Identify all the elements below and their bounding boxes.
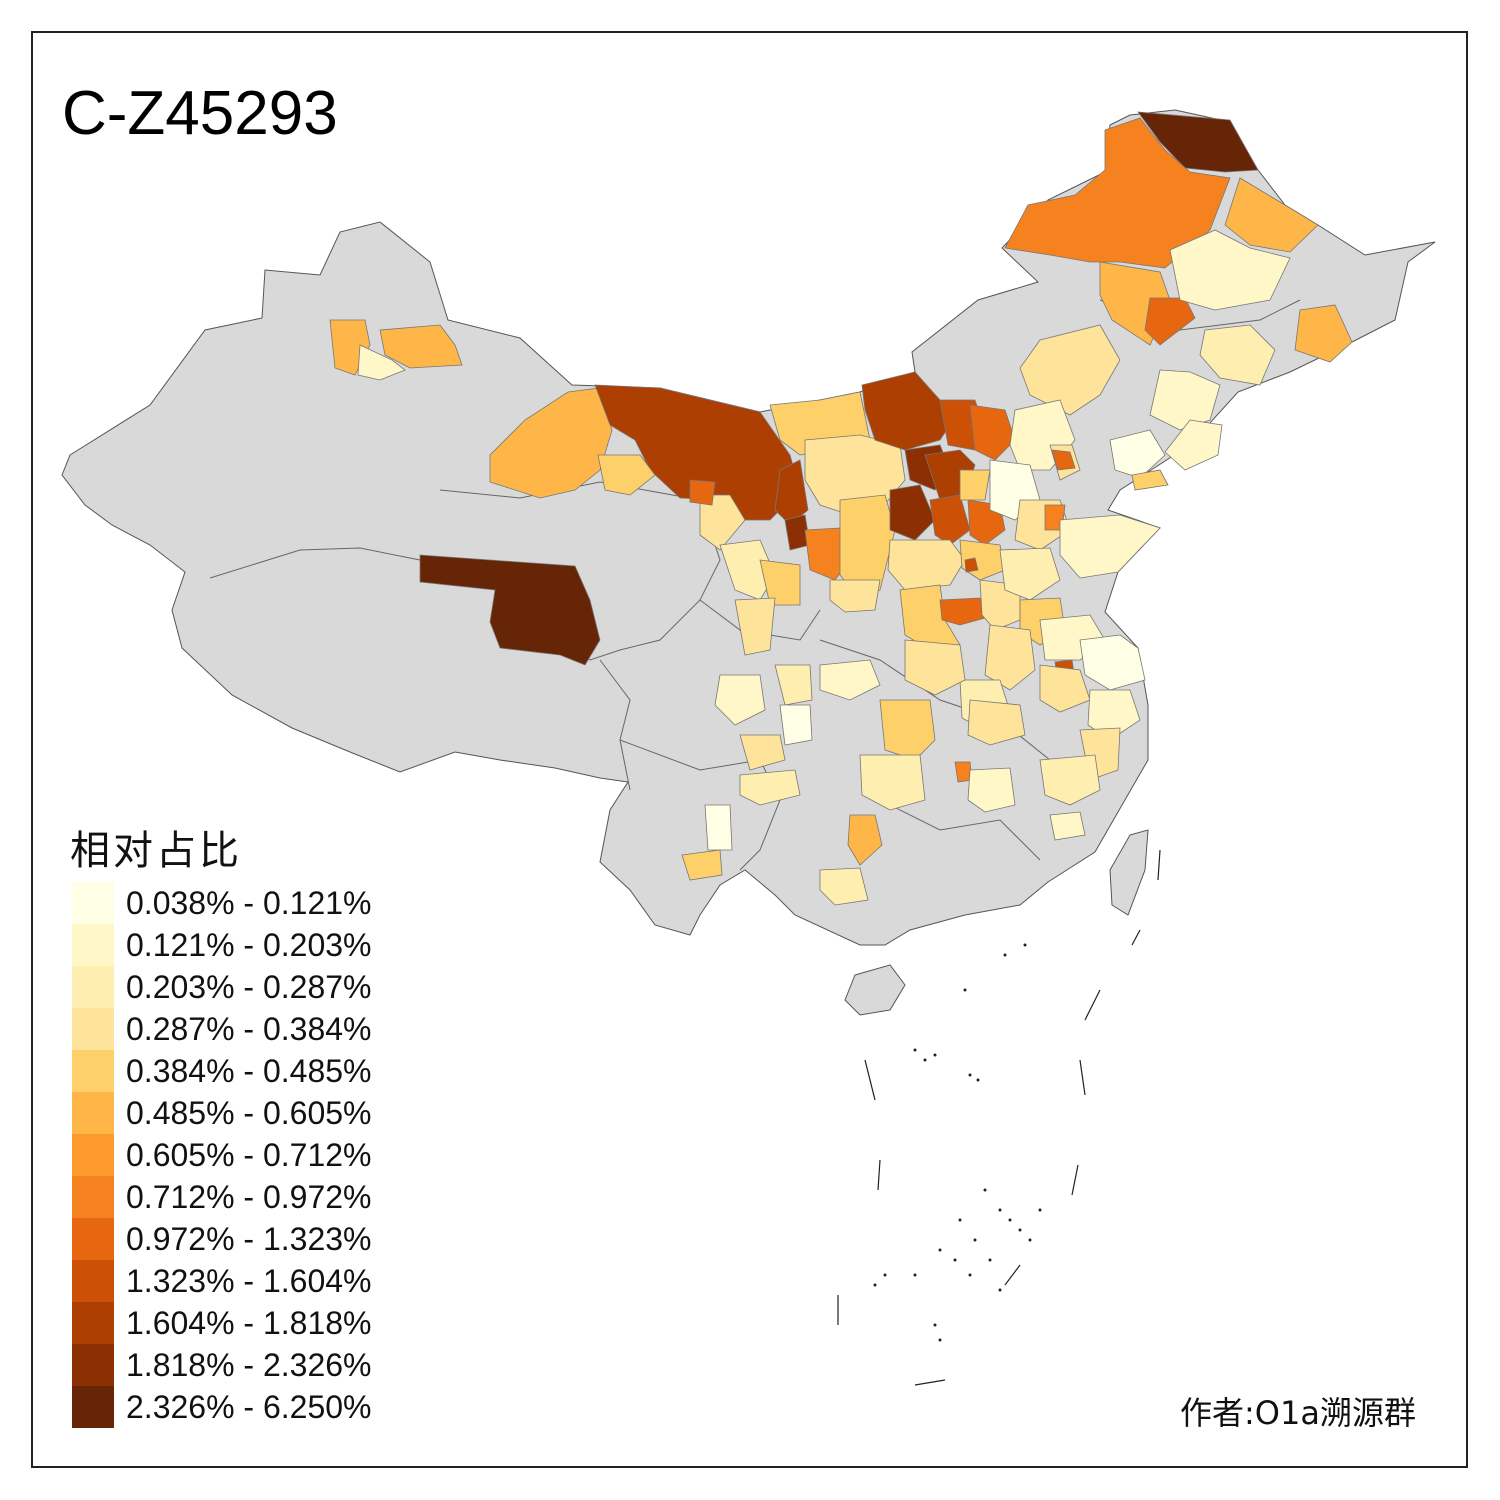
legend-swatch bbox=[72, 924, 114, 966]
legend-swatch bbox=[72, 966, 114, 1008]
legend-label: 0.972% - 1.323% bbox=[126, 1221, 372, 1257]
legend-swatch bbox=[72, 1092, 114, 1134]
legend-label: 1.323% - 1.604% bbox=[126, 1263, 372, 1299]
data-regions bbox=[329, 111, 1353, 906]
legend-label: 0.203% - 0.287% bbox=[126, 969, 372, 1005]
legend-swatch bbox=[72, 1302, 114, 1344]
legend-label: 1.818% - 2.326% bbox=[126, 1347, 372, 1383]
legend-swatch bbox=[72, 1176, 114, 1218]
map-title: C-Z45293 bbox=[62, 79, 338, 148]
legend-label: 0.712% - 0.972% bbox=[126, 1179, 372, 1215]
taiwan-island bbox=[1109, 829, 1149, 916]
south-china-sea-islands bbox=[837, 849, 1161, 1386]
legend-label: 0.287% - 0.384% bbox=[126, 1011, 372, 1047]
island-dots bbox=[873, 943, 1042, 1342]
hainan-island bbox=[844, 964, 906, 1016]
legend-swatch bbox=[72, 1260, 114, 1302]
author-credit: 作者:O1a溯源群 bbox=[1180, 1394, 1416, 1432]
legend-label: 0.384% - 0.485% bbox=[126, 1053, 372, 1089]
legend-title: 相对占比 bbox=[70, 828, 242, 874]
legend-label: 2.326% - 6.250% bbox=[126, 1389, 372, 1425]
legend-label: 0.038% - 0.121% bbox=[126, 885, 372, 921]
map-frame bbox=[31, 31, 1468, 1468]
china-base-region bbox=[61, 109, 1436, 946]
legend-label: 0.485% - 0.605% bbox=[126, 1095, 372, 1131]
legend-swatch bbox=[72, 1134, 114, 1176]
legend-label: 0.605% - 0.712% bbox=[126, 1137, 372, 1173]
legend-swatch bbox=[72, 1344, 114, 1386]
legend-swatch bbox=[72, 1218, 114, 1260]
legend-label: 0.121% - 0.203% bbox=[126, 927, 372, 963]
legend-swatch bbox=[72, 1386, 114, 1428]
legend-swatch bbox=[72, 1050, 114, 1092]
legend-swatch bbox=[72, 882, 114, 924]
legend-label: 1.604% - 1.818% bbox=[126, 1305, 372, 1341]
legend-swatch bbox=[72, 1008, 114, 1050]
